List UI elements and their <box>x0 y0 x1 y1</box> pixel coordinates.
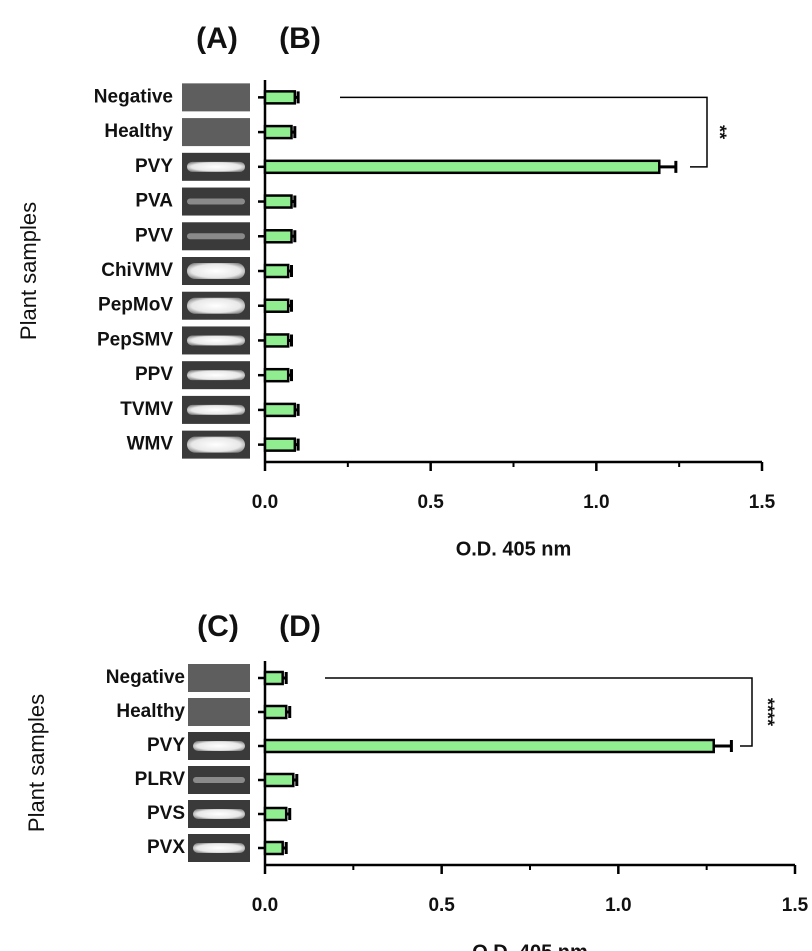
x-tick-label: 1.0 <box>583 492 609 513</box>
bar <box>265 740 714 752</box>
category-label: PVY <box>135 156 173 177</box>
panel-label: (C) <box>197 610 239 643</box>
x-axis-title: O.D. 405 nm <box>456 538 572 560</box>
gel-band <box>193 741 245 751</box>
gel-image <box>188 664 250 692</box>
x-tick-label: 0.5 <box>417 492 444 513</box>
gel-band <box>187 263 245 279</box>
x-tick-label: 0.0 <box>252 895 278 916</box>
bar <box>265 404 295 416</box>
category-label: TVMV <box>120 399 173 420</box>
error-bar <box>659 161 676 173</box>
category-label: PLRV <box>135 769 186 790</box>
gel-band <box>187 233 245 239</box>
category-label: PVA <box>135 191 173 212</box>
panel-label: (A) <box>196 22 238 55</box>
gel-band <box>193 843 245 853</box>
gel-band <box>187 405 245 415</box>
x-tick-label: 1.0 <box>605 895 631 916</box>
significance-label: **** <box>757 698 777 726</box>
bar <box>265 126 292 138</box>
page: {"chart_data": [ {"type": "bar", "orient… <box>0 0 812 951</box>
significance-label: ** <box>709 125 729 139</box>
category-label: Healthy <box>104 121 173 142</box>
category-label: Negative <box>106 667 185 688</box>
bar <box>265 300 288 312</box>
bar <box>265 334 288 346</box>
bar <box>265 196 292 208</box>
category-label: ChiVMV <box>101 260 173 281</box>
gel-band <box>187 370 245 380</box>
bar <box>265 842 283 854</box>
gel-image <box>182 83 250 111</box>
significance-bracket <box>340 97 707 166</box>
category-label: PVV <box>135 225 173 246</box>
y-axis-title: Plant samples <box>24 694 49 832</box>
category-label: PVX <box>147 837 185 858</box>
bar <box>265 439 295 451</box>
bar <box>265 706 286 718</box>
bar <box>265 230 292 242</box>
gel-band <box>193 777 245 783</box>
gel-band <box>187 335 245 345</box>
category-label: PepMoV <box>98 295 173 316</box>
category-label: Healthy <box>116 701 185 722</box>
bar <box>265 369 288 381</box>
category-label: PVS <box>147 803 185 824</box>
x-axis-title: O.D. 405 nm <box>472 941 588 951</box>
panel-label: (D) <box>279 610 321 643</box>
figure: (A) (B) Plant samples O.D. 405 nm 0.0 0.5 1.0 1… <box>0 0 812 951</box>
gel-band <box>187 199 245 205</box>
bar <box>265 265 288 277</box>
significance-bracket <box>325 678 752 746</box>
gel-band <box>187 298 245 314</box>
x-tick-label: 1.5 <box>782 895 809 916</box>
y-axis-title: Plant samples <box>16 202 41 340</box>
bar <box>265 774 293 786</box>
category-label: PepSMV <box>97 329 173 350</box>
category-label: PVY <box>147 735 185 756</box>
gel-band <box>187 437 245 453</box>
x-tick-label: 0.5 <box>428 895 455 916</box>
gel-image <box>188 698 250 726</box>
x-tick-label: 1.5 <box>749 492 776 513</box>
gel-image <box>182 118 250 146</box>
bar <box>265 161 659 173</box>
bar <box>265 91 295 103</box>
bar <box>265 808 286 820</box>
gel-band <box>187 162 245 172</box>
category-label: WMV <box>127 434 174 455</box>
bar <box>265 672 283 684</box>
gel-band <box>193 809 245 819</box>
x-tick-label: 0.0 <box>252 492 278 513</box>
category-label: PPV <box>135 364 173 385</box>
category-label: Negative <box>94 86 173 107</box>
error-bar <box>714 740 732 752</box>
panel-label: (B) <box>279 22 321 55</box>
